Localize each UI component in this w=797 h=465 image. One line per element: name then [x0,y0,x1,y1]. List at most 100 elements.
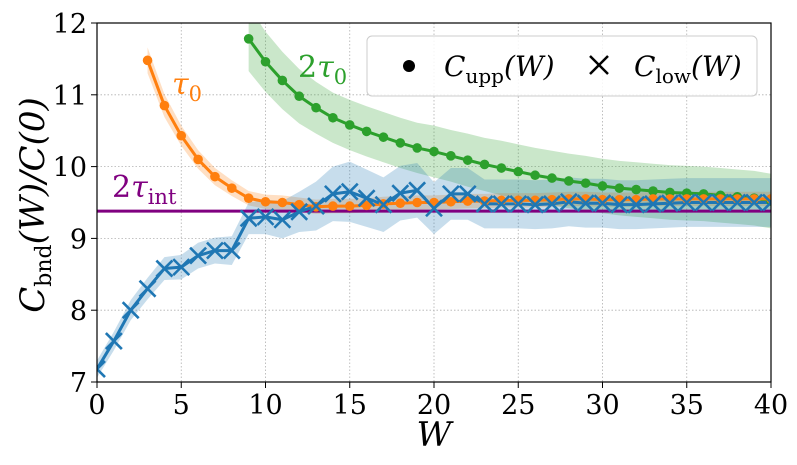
data-point [104,332,123,350]
data-point [210,171,220,182]
data-point [610,195,629,214]
data-point [425,199,443,218]
legend-cross-marker [589,55,609,75]
data-point [260,56,271,67]
two-tau0-annotation: 2τ0 [298,50,347,89]
data-point [260,196,271,207]
data-point [677,193,696,212]
data-point [391,184,410,203]
data-point [378,132,389,142]
x-axis-title: W [417,415,455,455]
data-point [323,184,342,203]
tau0-annotation: τ0 [172,67,202,106]
data-point [294,91,305,102]
data-point [256,207,275,226]
data-point [597,181,608,191]
x-tick-label: 5 [173,390,190,421]
y-tick-label: 8 [70,296,87,327]
x-tick-label: 0 [88,390,105,421]
data-point [138,279,157,298]
data-point [631,184,641,195]
data-point [222,241,241,260]
data-point [227,183,237,193]
data-point [172,258,191,277]
data-point [509,195,528,213]
data-point [479,159,490,170]
legend-dot-marker [403,60,415,72]
data-point [294,199,305,210]
data-point [576,194,595,213]
x-tick-label: 40 [754,390,788,421]
data-point [479,196,490,206]
data-point [614,183,625,193]
data-point [593,194,612,213]
data-point [361,200,372,211]
data-point [627,195,646,214]
data-point [412,197,422,208]
data-point [357,189,376,208]
data-point [458,184,477,203]
data-point [694,193,713,212]
band-1 [248,23,771,229]
data-point [374,195,393,214]
data-point [277,75,288,86]
data-point [513,166,524,177]
data-point [580,178,591,188]
data-point [395,198,406,209]
data-point [492,195,511,213]
data-point [462,196,473,206]
data-point [159,100,170,111]
x-tick-label: 15 [333,390,367,421]
data-point [189,246,208,265]
series-markers [97,33,771,378]
data-point [530,170,540,181]
data-point [344,120,355,130]
x-tick-label: 30 [585,390,619,421]
data-point [395,138,406,148]
data-point [564,176,574,186]
y-tick-label: 10 [53,153,87,184]
data-point [328,112,338,123]
y-tick-label: 12 [53,9,87,40]
data-point [412,143,422,153]
data-point [475,195,494,213]
data-point [361,126,372,137]
axis-ticks: 0 5 10 15 20 25 30 35 40 7 8 9 10 11 12 [53,9,789,421]
data-point [745,193,764,212]
data-point [142,55,153,66]
data-point [644,195,662,213]
two-tau-int-annotation: 2τint [112,170,177,209]
data-point [711,193,730,212]
data-point [564,194,574,204]
data-point [290,202,309,221]
data-point [328,201,338,211]
data-point [155,259,174,278]
data-point [206,241,224,260]
data-point [311,102,321,113]
data-point [446,151,456,161]
x-tick-label: 10 [248,390,282,421]
data-point [462,155,473,165]
data-point [307,197,325,216]
legend: Cupp(W) Clow(W) [366,35,758,97]
data-point [547,173,557,183]
y-tick-label: 9 [70,224,87,255]
data-point [762,193,771,212]
data-point [446,196,456,207]
data-point [429,146,439,157]
legend-label-low: Clow(W) [634,50,742,88]
data-point [243,193,254,203]
data-point [660,194,679,213]
data-point [176,130,187,141]
y-axis-title: Cbnd(W)/C(0) [13,97,57,312]
data-point [243,33,254,44]
data-point [441,184,460,203]
x-tick-label: 35 [670,390,704,421]
data-point [408,181,427,200]
y-tick-label: 7 [70,368,87,399]
data-point [239,209,258,228]
data-point [277,197,288,208]
data-point [273,210,292,229]
data-point [543,195,561,213]
